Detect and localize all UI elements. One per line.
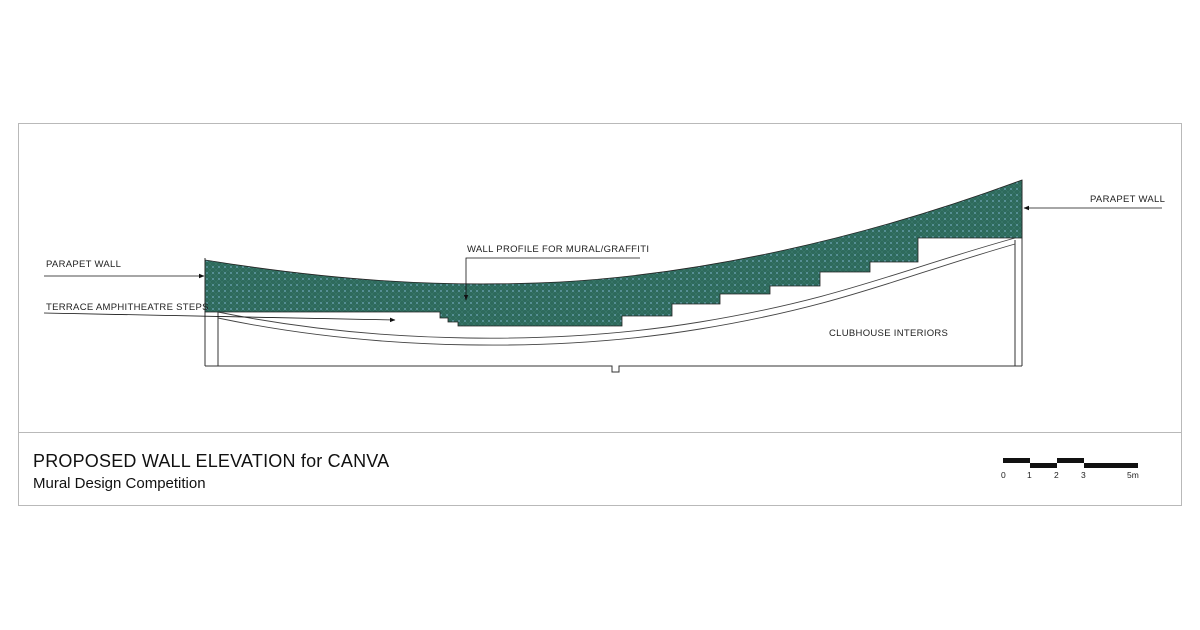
drawing-title: PROPOSED WALL ELEVATION for CANVA bbox=[33, 451, 390, 471]
scale-seg-3-5 bbox=[1084, 463, 1138, 468]
mural-wall-profile bbox=[204, 179, 1023, 327]
floor-line bbox=[205, 365, 1022, 373]
scale-tick-0: 0 bbox=[1001, 470, 1006, 480]
scale-bar: 0 1 2 3 5m bbox=[1001, 458, 1139, 480]
wall-profile-leader bbox=[463, 257, 640, 301]
parapet-right-label: PARAPET WALL bbox=[1090, 194, 1165, 205]
slab-top-curve bbox=[217, 237, 1016, 339]
terrace-steps-leader bbox=[43, 312, 396, 323]
wall-profile-label: WALL PROFILE FOR MURAL/GRAFFITI bbox=[467, 244, 649, 255]
parapet-left-label: PARAPET WALL bbox=[46, 259, 121, 270]
scale-seg-1-2 bbox=[1030, 463, 1057, 468]
scale-seg-2-3 bbox=[1057, 458, 1084, 463]
scale-tick-1: 1 bbox=[1027, 470, 1032, 480]
roof-slab bbox=[217, 237, 1016, 346]
scale-tick-3: 3 bbox=[1081, 470, 1086, 480]
clubhouse-label: CLUBHOUSE INTERIORS bbox=[829, 328, 948, 339]
terrace-steps-label: TERRACE AMPHITHEATRE STEPS bbox=[46, 302, 209, 313]
drawing-subtitle: Mural Design Competition bbox=[33, 475, 206, 492]
scale-tick-2: 2 bbox=[1054, 470, 1059, 480]
drawing-sheet: PROPOSED WALL ELEVATION for CANVA Mural … bbox=[18, 123, 1182, 506]
slab-bottom-curve bbox=[217, 243, 1016, 346]
scale-tick-5m: 5m bbox=[1127, 470, 1139, 480]
scale-seg-0-1 bbox=[1003, 458, 1030, 463]
title-block: PROPOSED WALL ELEVATION for CANVA Mural … bbox=[19, 432, 1181, 507]
